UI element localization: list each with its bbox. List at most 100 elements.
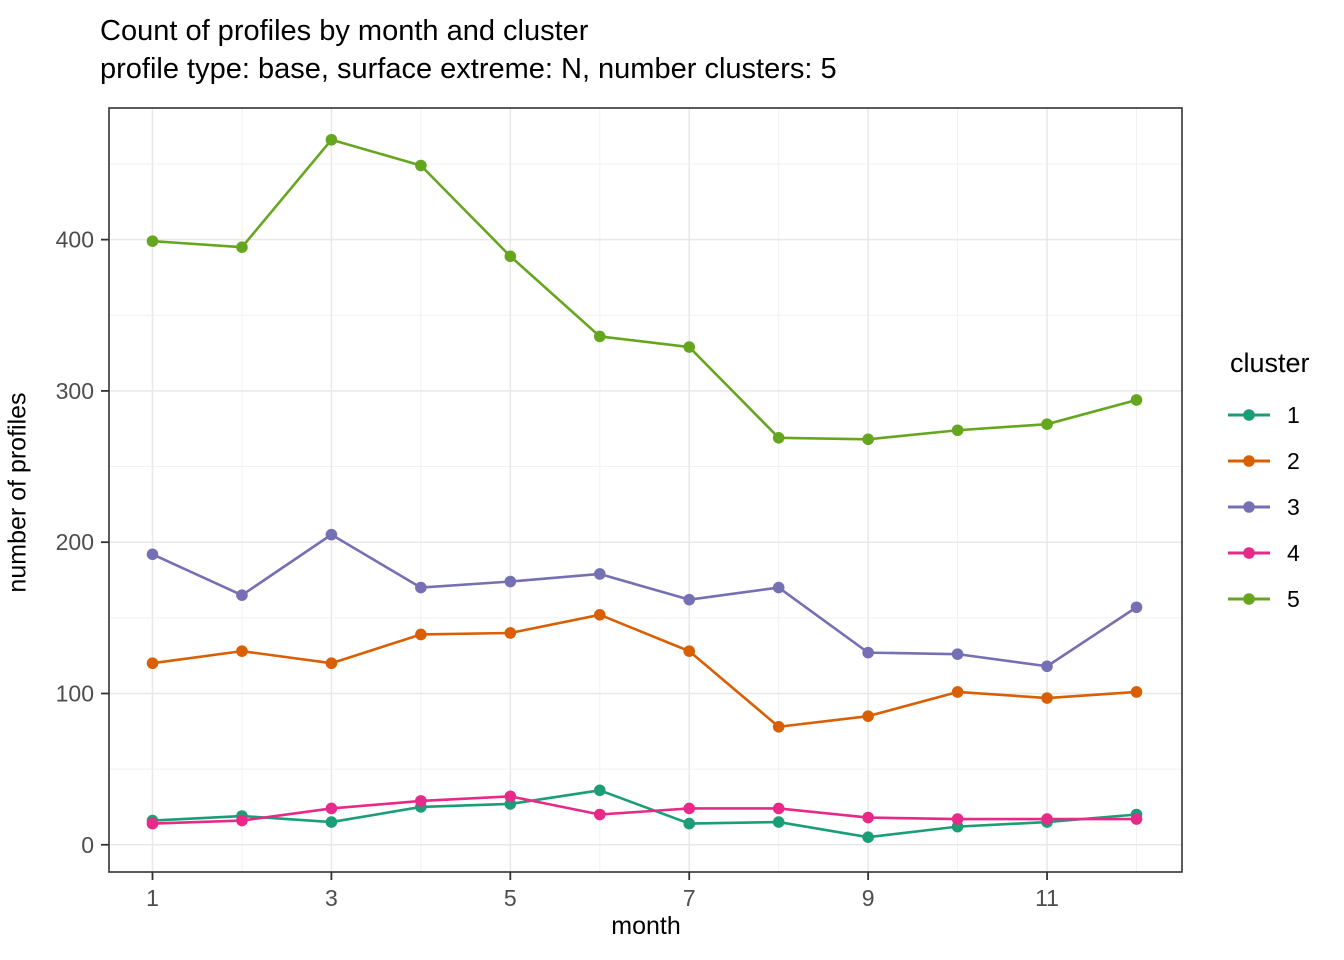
x-tick-label: 7 — [683, 885, 696, 911]
data-point-cluster-2 — [772, 720, 785, 733]
legend-label: 5 — [1287, 585, 1300, 612]
data-point-cluster-4 — [862, 811, 874, 824]
y-tick-label: 100 — [56, 680, 94, 706]
data-point-cluster-3 — [325, 528, 338, 541]
data-point-cluster-5 — [593, 330, 606, 343]
data-point-cluster-4 — [683, 802, 696, 815]
data-point-cluster-2 — [325, 657, 338, 670]
data-point-cluster-1 — [862, 831, 874, 844]
legend-key-dot — [1243, 547, 1255, 559]
y-tick-label: 200 — [56, 529, 94, 555]
data-point-cluster-4 — [325, 802, 338, 815]
data-point-cluster-4 — [504, 790, 517, 803]
data-point-cluster-2 — [593, 609, 606, 621]
data-point-cluster-5 — [1041, 418, 1053, 430]
x-tick-label: 9 — [862, 885, 875, 911]
legend-label: 4 — [1287, 539, 1300, 566]
legend-title: cluster — [1230, 348, 1310, 378]
data-point-cluster-4 — [1130, 813, 1143, 825]
data-point-cluster-3 — [236, 589, 248, 601]
panel-background — [109, 108, 1182, 872]
data-point-cluster-2 — [951, 686, 964, 698]
data-point-cluster-5 — [772, 432, 785, 444]
data-point-cluster-4 — [1041, 813, 1053, 825]
data-point-cluster-4 — [146, 817, 159, 830]
legend-key-icon — [1228, 409, 1270, 421]
legend-key-dot — [1243, 501, 1255, 513]
data-point-cluster-4 — [415, 795, 427, 807]
data-point-cluster-1 — [683, 817, 696, 830]
legend-label: 2 — [1287, 447, 1300, 474]
data-point-cluster-2 — [1041, 692, 1053, 704]
series-line-cluster-1 — [151, 789, 1138, 839]
legend-label: 3 — [1287, 493, 1300, 520]
data-point-cluster-4 — [772, 802, 785, 815]
data-point-cluster-3 — [146, 548, 159, 561]
legend-key-icon — [1228, 593, 1270, 605]
y-tick-label: 400 — [56, 227, 94, 253]
data-point-cluster-4 — [593, 808, 606, 821]
data-point-cluster-5 — [236, 241, 248, 253]
y-tick-label: 300 — [56, 378, 94, 404]
data-point-cluster-3 — [593, 568, 606, 580]
data-point-cluster-1 — [325, 816, 338, 828]
data-point-cluster-2 — [146, 657, 159, 670]
legend-key-icon — [1228, 547, 1270, 559]
data-point-cluster-5 — [862, 433, 874, 446]
x-tick-label: 5 — [504, 885, 517, 911]
data-point-cluster-3 — [862, 646, 874, 659]
data-point-cluster-5 — [325, 133, 338, 146]
data-point-cluster-4 — [951, 813, 964, 825]
y-axis-label: number of profiles — [3, 392, 32, 593]
panel-border — [108, 107, 1183, 873]
legend-key-dot — [1243, 455, 1255, 467]
data-point-cluster-1 — [593, 784, 606, 797]
x-axis-label: month — [611, 912, 681, 940]
series-line-cluster-2 — [151, 613, 1138, 729]
legend-key-icon — [1228, 455, 1270, 467]
data-point-cluster-3 — [1041, 660, 1053, 673]
chart-subtitle: profile type: base, surface extreme: N, … — [100, 53, 837, 85]
data-point-cluster-5 — [415, 159, 427, 172]
data-point-cluster-3 — [951, 648, 964, 660]
legend-label: 1 — [1287, 401, 1300, 428]
y-tick-label: 0 — [81, 832, 94, 858]
data-point-cluster-3 — [683, 593, 696, 606]
data-point-cluster-2 — [415, 628, 427, 641]
data-point-cluster-5 — [146, 235, 159, 247]
series-line-cluster-3 — [151, 533, 1138, 668]
series-line-cluster-4 — [151, 795, 1138, 825]
data-point-cluster-2 — [236, 645, 248, 657]
x-tick-label: 11 — [1035, 885, 1059, 911]
legend-item-cluster-5: 5 — [1228, 576, 1310, 622]
chart-title: Count of profiles by month and cluster — [100, 15, 589, 47]
legend-item-cluster-1: 1 — [1228, 392, 1310, 438]
legend-item-cluster-3: 3 — [1228, 484, 1310, 530]
data-point-cluster-5 — [504, 250, 517, 263]
data-point-cluster-3 — [1130, 601, 1143, 614]
data-point-cluster-3 — [415, 581, 427, 594]
data-point-cluster-4 — [236, 814, 248, 827]
data-point-cluster-3 — [504, 575, 517, 588]
data-point-cluster-5 — [683, 341, 696, 353]
series-line-cluster-5 — [151, 138, 1138, 441]
data-point-cluster-3 — [772, 581, 785, 594]
data-point-cluster-2 — [683, 645, 696, 657]
legend-item-cluster-4: 4 — [1228, 530, 1310, 576]
legend-items: 1 2 3 4 5 — [1228, 392, 1310, 622]
data-point-cluster-2 — [504, 627, 517, 639]
data-point-cluster-2 — [862, 710, 874, 722]
data-point-cluster-1 — [772, 816, 785, 828]
data-point-cluster-5 — [1130, 394, 1143, 406]
data-point-cluster-2 — [1130, 686, 1143, 698]
data-point-cluster-5 — [951, 424, 964, 437]
x-tick-label: 3 — [325, 885, 338, 911]
x-tick-label: 1 — [146, 885, 159, 911]
legend-key-dot — [1243, 593, 1255, 605]
legend: cluster 1 2 3 4 5 — [1228, 346, 1310, 622]
legend-item-cluster-2: 2 — [1228, 438, 1310, 484]
legend-key-dot — [1243, 409, 1255, 421]
legend-key-icon — [1228, 501, 1270, 513]
